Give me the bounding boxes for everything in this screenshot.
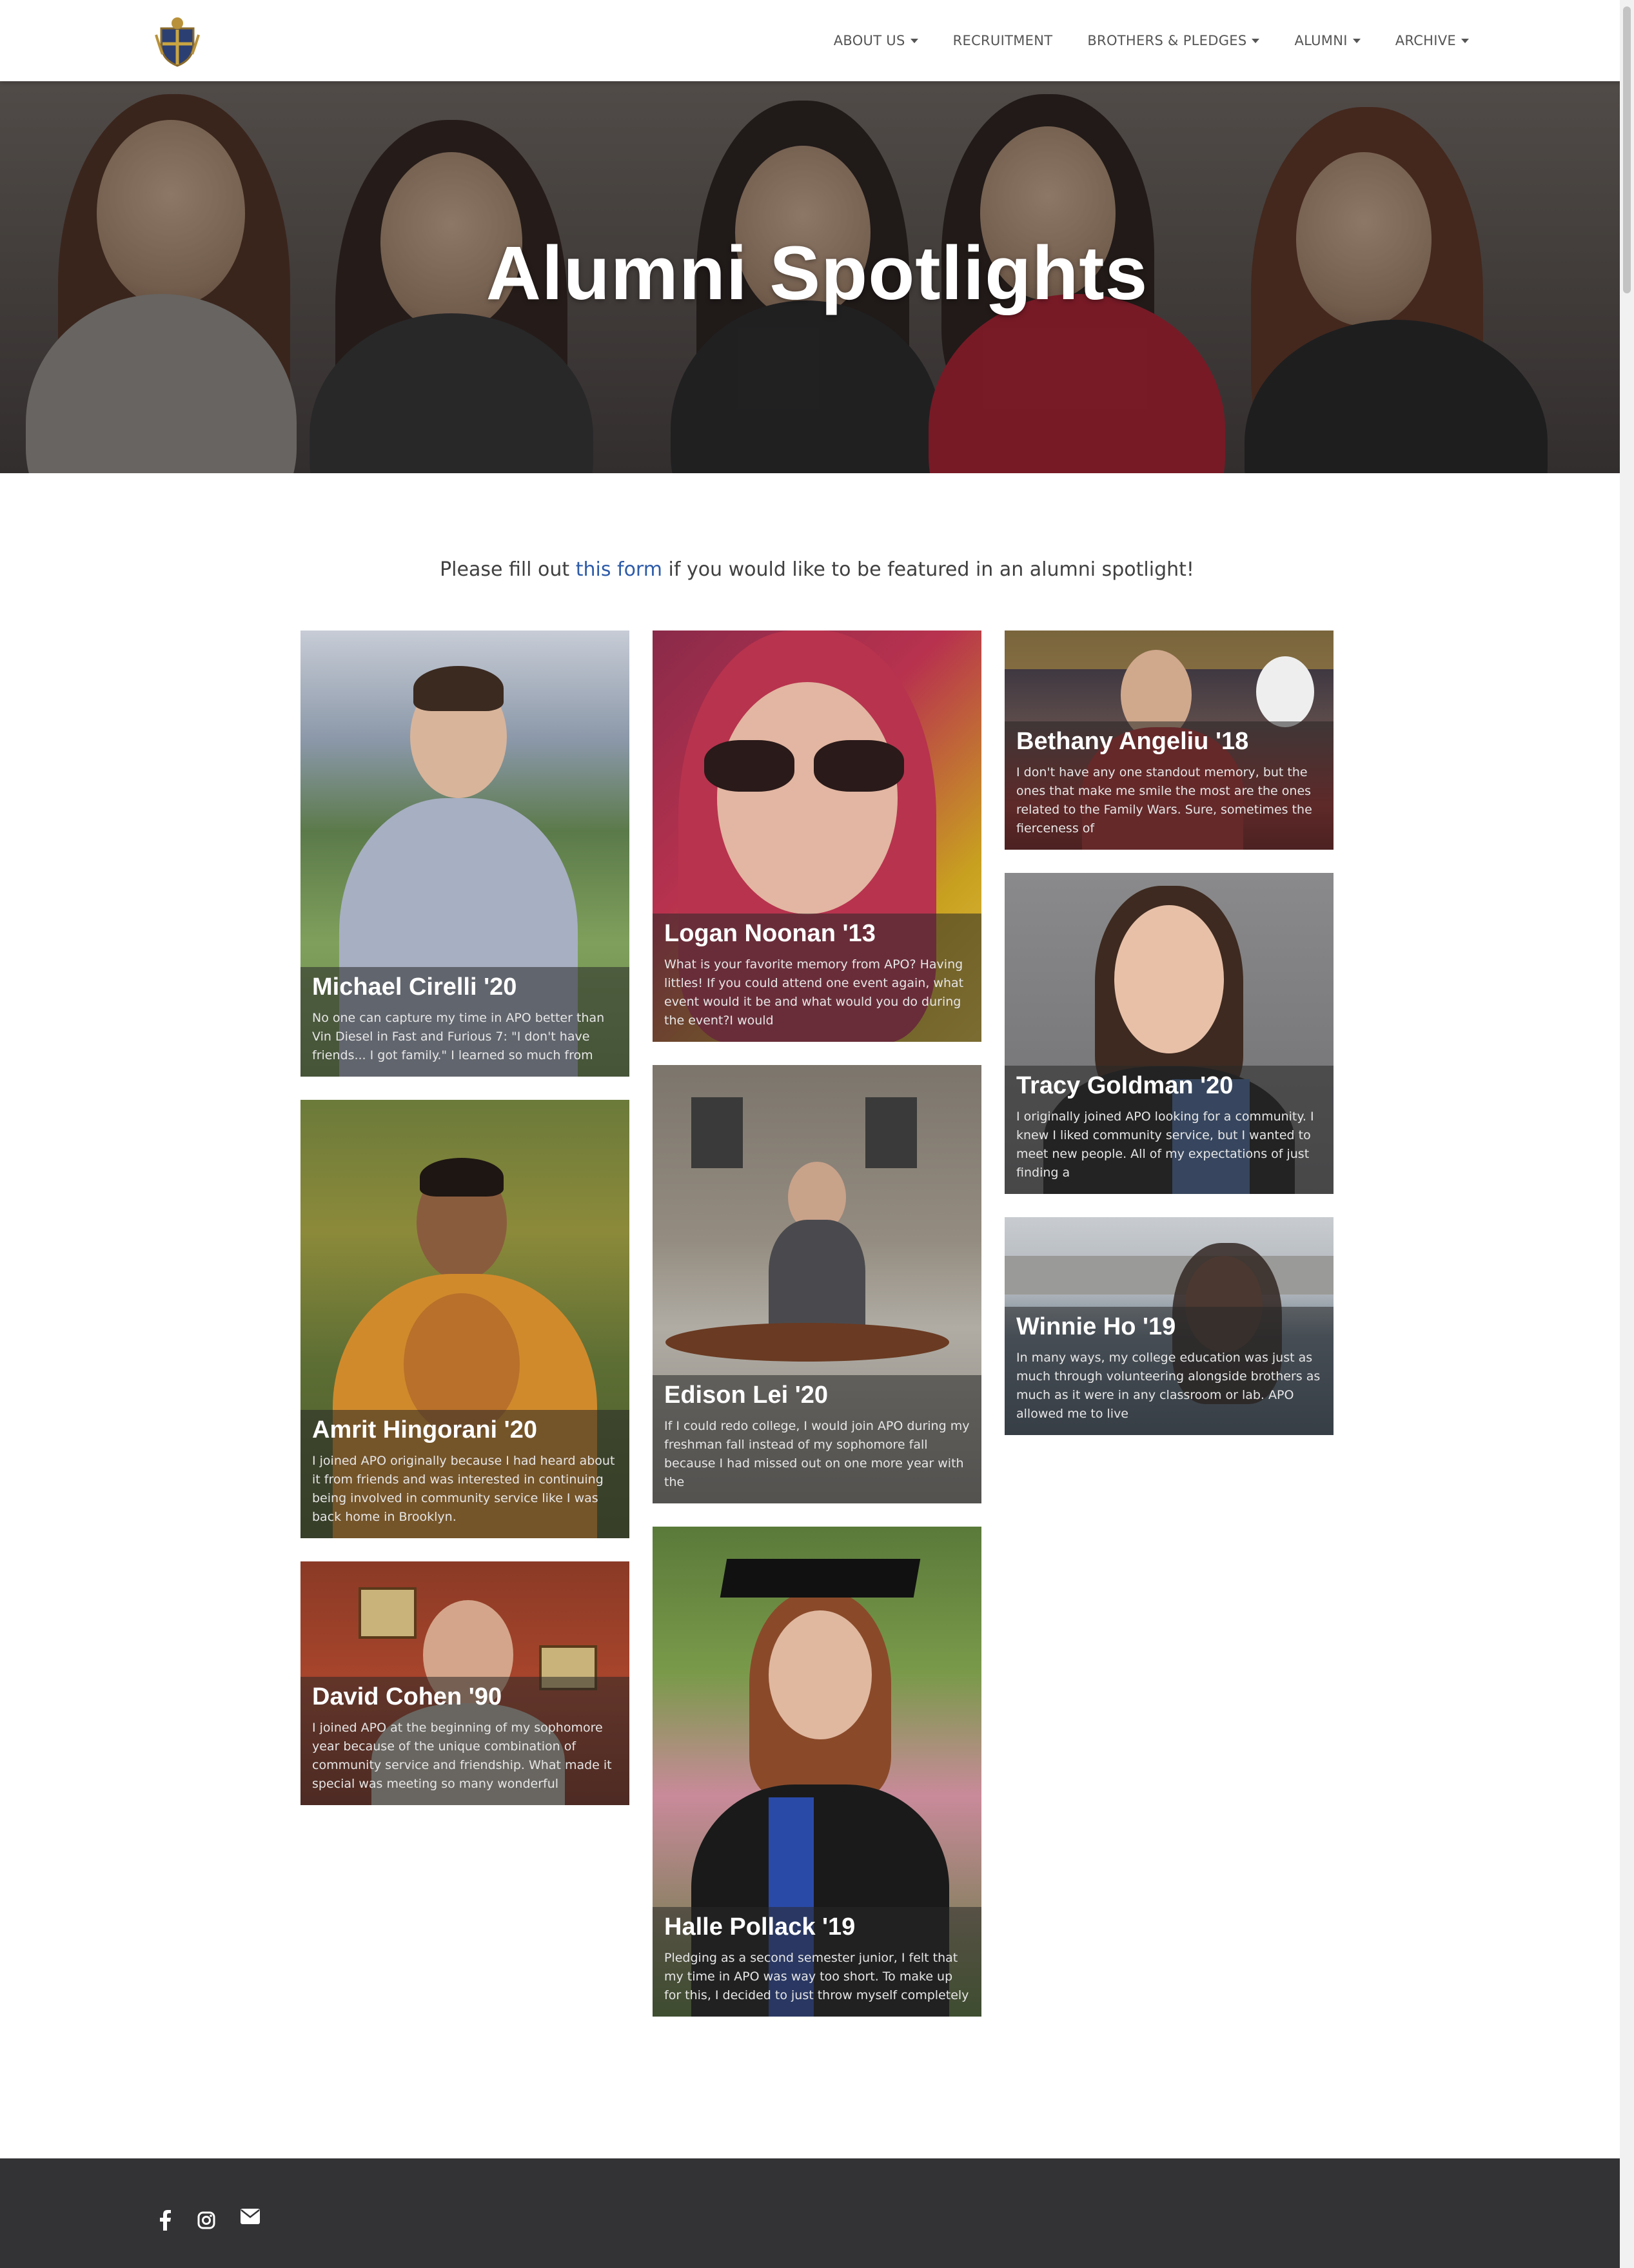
spotlight-name: Bethany Angeliu '18 [1016, 728, 1249, 755]
spotlight-name: Halle Pollack '19 [664, 1913, 856, 1941]
nav-archive[interactable]: ARCHIVE [1395, 33, 1469, 48]
spotlight-excerpt: In many ways, my college education was j… [1016, 1351, 1321, 1421]
nav-menu: ABOUT US RECRUITMENT BROTHERS & PLEDGES … [799, 0, 1469, 81]
email-icon[interactable] [237, 2204, 263, 2229]
spotlight-card-david-cohen[interactable]: David Cohen '90 I joined APO at the begi… [300, 1561, 629, 1805]
spotlight-excerpt: I don't have any one standout memory, bu… [1016, 765, 1312, 836]
caret-down-icon [910, 38, 918, 43]
page-title: Alumni Spotlights [486, 231, 1148, 316]
spotlight-excerpt: If I could redo college, I would join AP… [664, 1419, 970, 1489]
nav-brothers-pledges[interactable]: BROTHERS & PLEDGES [1087, 33, 1260, 48]
spotlight-excerpt: What is your favorite memory from APO? H… [664, 957, 964, 1028]
spotlight-excerpt: I originally joined APO looking for a co… [1016, 1110, 1314, 1180]
spotlight-card-bethany-angeliu[interactable]: Bethany Angeliu '18 I don't have any one… [1005, 631, 1334, 850]
spotlight-excerpt: I joined APO at the beginning of my soph… [312, 1721, 612, 1791]
spotlight-card-amrit-hingorani[interactable]: Amrit Hingorani '20 I joined APO origina… [300, 1100, 629, 1538]
caret-down-icon [1461, 38, 1469, 43]
spotlight-name: Logan Noonan '13 [664, 920, 876, 947]
scrollbar-thumb[interactable] [1623, 6, 1631, 293]
facebook-icon[interactable] [152, 2207, 178, 2233]
spotlight-card-halle-pollack[interactable]: Halle Pollack '19 Pledging as a second s… [653, 1527, 981, 2017]
spotlight-form-link[interactable]: this form [575, 558, 662, 581]
spotlight-name: Edison Lei '20 [664, 1382, 828, 1409]
spotlight-excerpt: No one can capture my time in APO better… [312, 1011, 605, 1062]
hero-banner: Alumni Spotlights [0, 81, 1634, 473]
spotlight-card-logan-noonan[interactable]: Logan Noonan '13 What is your favorite m… [653, 631, 981, 1042]
spotlight-card-edison-lei[interactable]: Edison Lei '20 If I could redo college, … [653, 1065, 981, 1503]
spotlight-name: Tracy Goldman '20 [1016, 1072, 1234, 1099]
intro-text: Please fill out this form if you would l… [440, 558, 1194, 581]
instagram-icon[interactable] [193, 2207, 219, 2233]
spotlight-name: Michael Cirelli '20 [312, 973, 517, 1001]
spotlight-excerpt: Pledging as a second semester junior, I … [664, 1951, 969, 2002]
spotlight-name: Winnie Ho '19 [1016, 1313, 1176, 1340]
nav-recruitment[interactable]: RECRUITMENT [952, 33, 1053, 48]
spotlight-card-michael-cirelli[interactable]: Michael Cirelli '20 No one can capture m… [300, 631, 629, 1077]
spotlight-excerpt: I joined APO originally because I had he… [312, 1454, 615, 1524]
spotlight-name: David Cohen '90 [312, 1683, 502, 1710]
spotlight-name: Amrit Hingorani '20 [312, 1416, 537, 1443]
page-scrollbar[interactable] [1620, 0, 1634, 2268]
crest-logo[interactable] [155, 15, 200, 67]
top-navbar: ABOUT US RECRUITMENT BROTHERS & PLEDGES … [0, 0, 1634, 81]
nav-about-us[interactable]: ABOUT US [834, 33, 918, 48]
caret-down-icon [1252, 38, 1260, 43]
footer [0, 2158, 1634, 2268]
caret-down-icon [1352, 38, 1361, 43]
spotlight-card-winnie-ho[interactable]: Winnie Ho '19 In many ways, my college e… [1005, 1217, 1334, 1435]
nav-alumni[interactable]: ALUMNI [1294, 33, 1361, 48]
spotlight-card-tracy-goldman[interactable]: Tracy Goldman '20 I originally joined AP… [1005, 873, 1334, 1194]
